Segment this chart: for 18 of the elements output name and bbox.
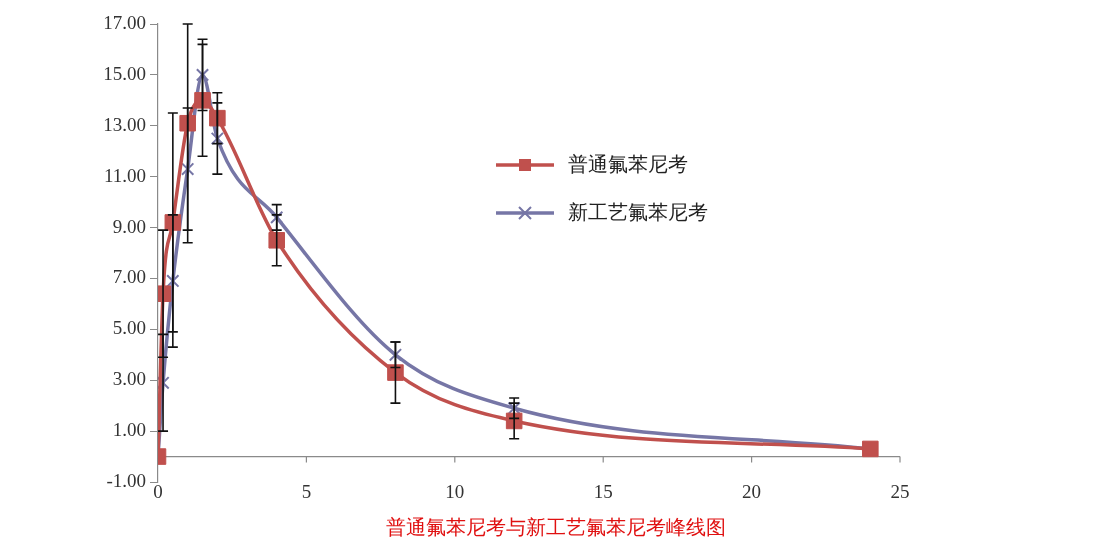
text: 普通氟苯尼考与新工艺氟苯尼考峰线图 <box>384 514 727 541</box>
point <box>195 68 210 82</box>
x-tick-label: 5 <box>301 481 312 503</box>
x-tick-label: 15 <box>593 481 613 503</box>
y-tick-label: 17.00 <box>103 11 146 33</box>
x-tick-label: 25 <box>890 481 910 503</box>
y-tick-label: 7.00 <box>112 266 146 288</box>
y-tick-label: 3.00 <box>112 368 146 390</box>
x-tick-label: 10 <box>445 481 465 503</box>
y-tick-label: -1.00 <box>106 469 146 491</box>
x-tick-label: 0 <box>153 481 163 503</box>
x-tick-label: 20 <box>742 481 762 503</box>
y-tick-label: 11.00 <box>103 164 146 186</box>
y-tick-label: 15.00 <box>103 62 146 84</box>
y-tick-label: 5.00 <box>112 317 146 339</box>
y-tick-label: 13.00 <box>103 113 146 135</box>
y-tick-label: 9.00 <box>112 215 146 237</box>
y-tick-label: 1.00 <box>112 419 146 441</box>
